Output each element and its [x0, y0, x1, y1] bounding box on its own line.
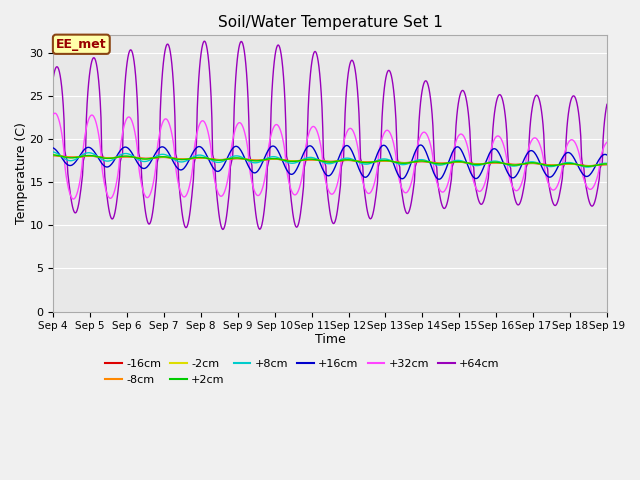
Y-axis label: Temperature (C): Temperature (C): [15, 122, 28, 225]
X-axis label: Time: Time: [315, 333, 346, 346]
Legend: -16cm, -8cm, -2cm, +2cm, +8cm, +16cm, +32cm, +64cm: -16cm, -8cm, -2cm, +2cm, +8cm, +16cm, +3…: [100, 355, 504, 389]
Title: Soil/Water Temperature Set 1: Soil/Water Temperature Set 1: [218, 15, 442, 30]
Text: EE_met: EE_met: [56, 38, 107, 51]
